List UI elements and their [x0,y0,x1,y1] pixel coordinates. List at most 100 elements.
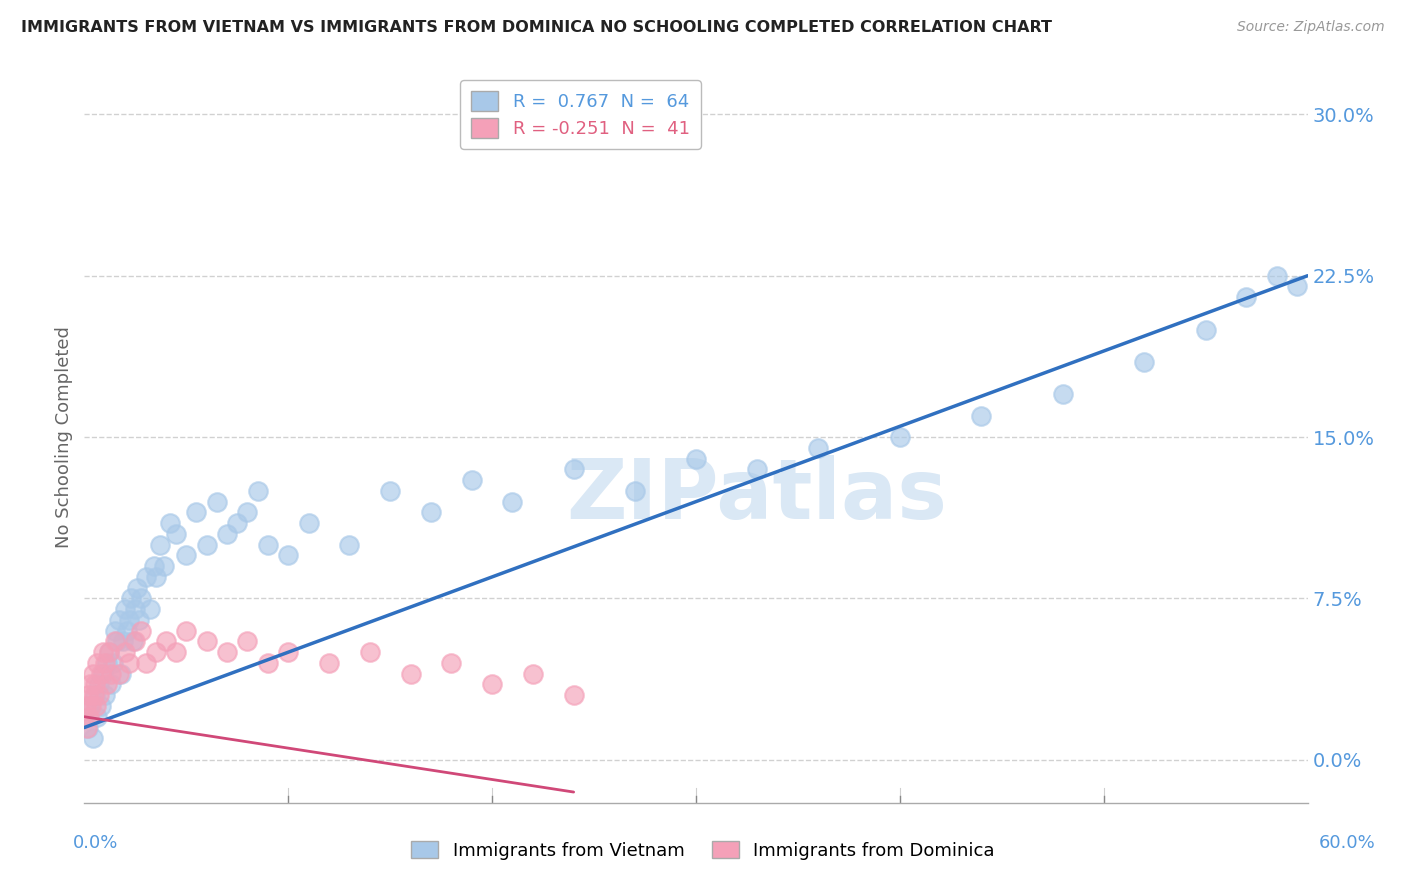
Point [747,462,769,476]
Point [97,645,120,659]
Point [1265,268,1288,283]
Point [135,656,157,670]
Point [195,634,218,648]
Point [75,698,97,713]
Point [86,710,108,724]
Point [149,538,172,552]
Point [195,538,218,552]
Point [127,581,149,595]
Point [96,677,118,691]
Legend: Immigrants from Vietnam, Immigrants from Dominica: Immigrants from Vietnam, Immigrants from… [404,834,1002,867]
Point [118,613,141,627]
Point [217,527,239,541]
Point [1286,279,1309,293]
Legend: R =  0.767  N =  64, R = -0.251  N =  41: R = 0.767 N = 64, R = -0.251 N = 41 [460,80,700,149]
Point [236,505,259,519]
Point [83,677,105,691]
Point [100,677,122,691]
Point [502,494,524,508]
Point [91,666,114,681]
Point [93,688,115,702]
Point [318,656,340,670]
Point [159,516,181,530]
Point [562,462,585,476]
Point [90,698,112,713]
Point [87,688,110,702]
Point [118,656,141,670]
Text: IMMIGRANTS FROM VIETNAM VS IMMIGRANTS FROM DOMINICA NO SCHOOLING COMPLETED CORRE: IMMIGRANTS FROM VIETNAM VS IMMIGRANTS FR… [21,20,1052,35]
Point [79,677,101,691]
Point [205,494,228,508]
Point [174,549,197,563]
Point [155,634,177,648]
Point [114,645,136,659]
Point [83,688,105,702]
Point [277,645,299,659]
Text: 60.0%: 60.0% [1319,834,1375,852]
Point [685,451,707,466]
Point [277,549,299,563]
Point [122,634,145,648]
Point [76,721,98,735]
Point [1052,387,1074,401]
Point [624,483,647,498]
Point [461,473,484,487]
Point [77,688,100,702]
Point [226,516,249,530]
Point [257,538,280,552]
Point [257,656,280,670]
Point [82,731,104,746]
Point [153,559,176,574]
Point [84,698,107,713]
Point [90,666,112,681]
Point [108,666,131,681]
Point [82,666,104,681]
Point [399,666,422,681]
Point [339,538,361,552]
Point [114,602,136,616]
Point [124,602,146,616]
Point [135,570,157,584]
Point [97,645,120,659]
Y-axis label: No Schooling Completed: No Schooling Completed [55,326,73,548]
Point [145,645,167,659]
Point [138,602,160,616]
Text: Source: ZipAtlas.com: Source: ZipAtlas.com [1237,20,1385,34]
Point [100,666,122,681]
Point [165,527,187,541]
Point [165,645,187,659]
Point [1195,322,1218,336]
Point [124,634,146,648]
Point [128,613,150,627]
Point [562,688,585,702]
Point [104,634,127,648]
Point [420,505,443,519]
Point [236,634,259,648]
Point [970,409,993,423]
Point [186,505,208,519]
Point [889,430,911,444]
Point [246,483,269,498]
Point [112,634,135,648]
Point [522,666,544,681]
Point [104,624,127,638]
Point [380,483,402,498]
Point [142,559,165,574]
Point [807,441,830,455]
Point [1236,290,1258,304]
Point [481,677,503,691]
Point [131,591,153,606]
Point [87,677,110,691]
Point [120,591,142,606]
Point [77,721,100,735]
Point [79,698,101,713]
Point [131,624,153,638]
Point [1133,355,1156,369]
Point [91,645,114,659]
Point [115,624,138,638]
Point [83,688,105,702]
Point [359,645,381,659]
Point [145,570,167,584]
Point [108,613,131,627]
Point [110,666,132,681]
